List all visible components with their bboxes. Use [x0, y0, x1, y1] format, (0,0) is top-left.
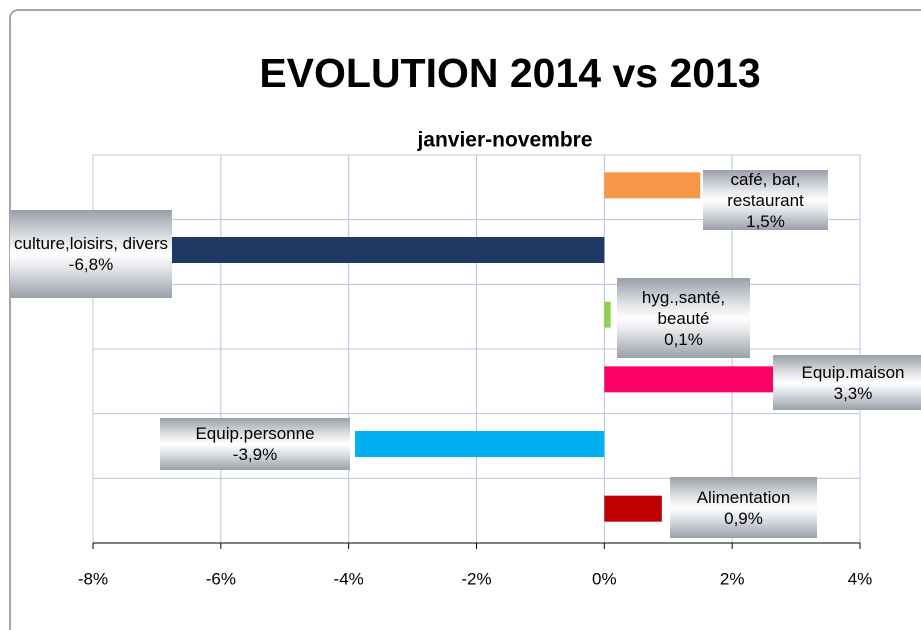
value-label: 1,5% [746, 211, 785, 231]
category-label: Equip.maison [801, 362, 905, 382]
x-tick-label: -4% [334, 569, 364, 588]
x-tick-label: 4% [848, 569, 873, 588]
chart-title: EVOLUTION 2014 vs 2013 [259, 50, 760, 96]
bar [604, 172, 701, 199]
category-label: café, bar, restaurant [727, 169, 804, 210]
bar [355, 431, 605, 457]
value-label: -6,8% [68, 255, 114, 274]
category-label: Alimentation [696, 487, 791, 507]
chart-subtitle: janvier-novembre [416, 129, 592, 152]
value-label: -3,9% [232, 445, 278, 464]
x-tick-label: 0% [592, 569, 617, 588]
bar [604, 301, 611, 328]
chart-border [9, 9, 921, 630]
data-label: café, bar, restaurant 1,5% [703, 169, 828, 231]
bar [604, 495, 662, 522]
value-label: 0,1% [664, 329, 703, 349]
data-label: Alimentation 0,9% [670, 477, 817, 538]
category-label: hyg.,santé, beauté [641, 287, 726, 328]
value-label: 3,3% [833, 383, 873, 403]
category-label: culture,loisirs, divers [14, 234, 168, 253]
category-label: Equip.personne [195, 424, 315, 443]
x-tick-label: -8% [78, 569, 108, 588]
data-label: culture,loisirs, divers -6,8% [10, 210, 172, 298]
data-label: hyg.,santé, beauté 0,1% [617, 278, 750, 358]
bar [169, 237, 605, 263]
data-label: Equip.maison 3,3% [773, 355, 921, 410]
x-tick-label: -2% [461, 569, 491, 588]
x-tick-label: 2% [720, 569, 745, 588]
data-label: Equip.personne -3,9% [160, 418, 350, 470]
value-label: 0,9% [724, 508, 763, 528]
x-tick-label: -6% [206, 569, 236, 588]
